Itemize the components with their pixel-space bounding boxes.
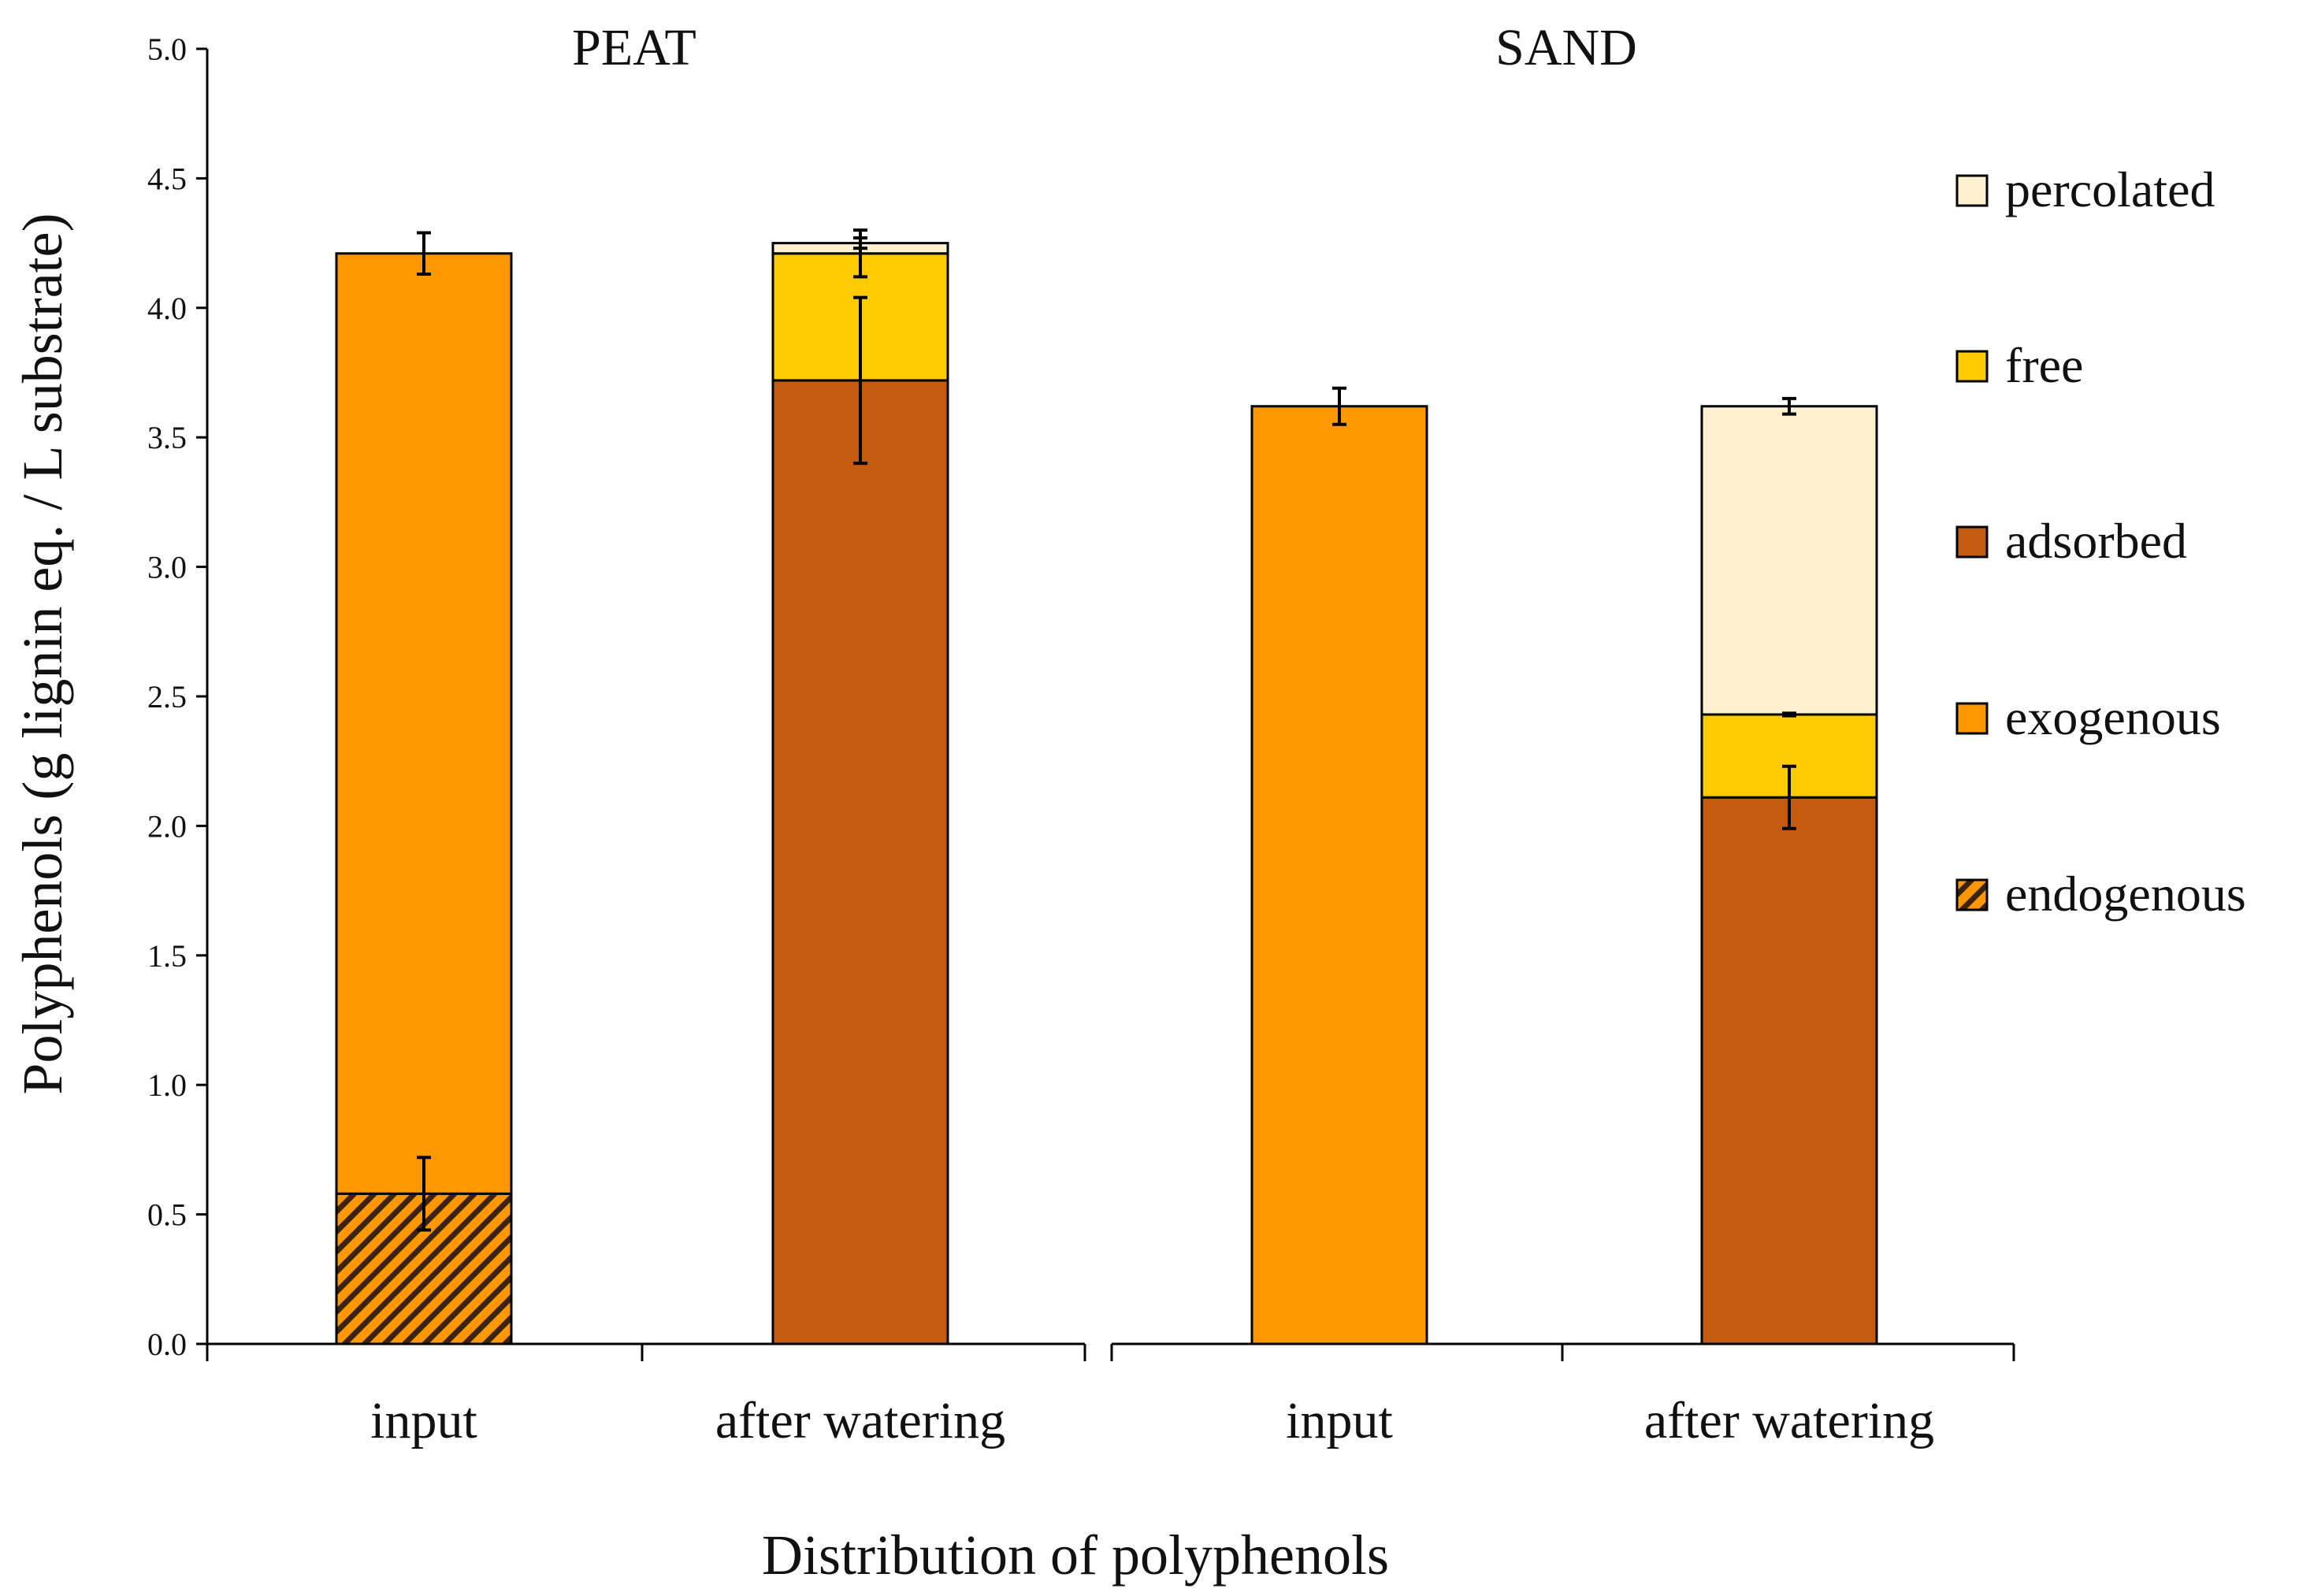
legend-item-free: free xyxy=(1955,337,2083,393)
legend-item-exogenous: exogenous xyxy=(1955,689,2221,745)
y-tick-label: 4.5 xyxy=(147,161,187,196)
legend-label: free xyxy=(2005,337,2083,393)
legend: percolated free adsorbed exogenous endogenou… xyxy=(1955,161,2246,922)
group-label: PEAT xyxy=(572,19,696,76)
legend-swatch xyxy=(1955,174,1989,207)
y-tick-label: 0.5 xyxy=(147,1197,187,1233)
error-bar xyxy=(417,1156,431,1232)
category-label: after watering xyxy=(1644,1392,1934,1449)
y-tick-label: 1.5 xyxy=(147,938,187,974)
y-tick-label: 3.0 xyxy=(147,550,187,585)
x-axis-label: Distribution of polyphenols xyxy=(762,1524,1389,1587)
group-label: SAND xyxy=(1495,19,1637,76)
legend-item-percolated: percolated xyxy=(1955,161,2215,217)
y-tick-label: 2.5 xyxy=(147,679,187,714)
bar-segment-adsorbed xyxy=(771,379,949,1345)
legend-swatch xyxy=(1955,525,1989,559)
legend-swatch xyxy=(1955,350,1989,383)
bar-segment-exogenous xyxy=(335,252,513,1195)
legend-label: percolated xyxy=(2005,161,2215,217)
y-tick-label: 2.0 xyxy=(147,808,187,844)
error-bar xyxy=(417,231,431,277)
y-tick-label: 3.5 xyxy=(147,420,187,455)
y-tick-label: 4.0 xyxy=(147,291,187,326)
bar-segment-percolated xyxy=(1700,405,1878,716)
legend-swatch xyxy=(1955,878,1989,911)
category-label: input xyxy=(1286,1392,1393,1449)
error-bar xyxy=(853,295,867,466)
legend-label: adsorbed xyxy=(2005,513,2187,569)
legend-item-adsorbed: adsorbed xyxy=(1955,513,2187,569)
y-axis-label: Polyphenols (g lignin eq. / L substrate) xyxy=(11,213,74,1094)
error-bar xyxy=(1782,764,1796,830)
bar-segment-adsorbed xyxy=(1700,796,1878,1345)
y-tick-label: 5.0 xyxy=(147,32,187,67)
legend-label: exogenous xyxy=(2005,689,2221,745)
error-bar xyxy=(853,236,867,251)
category-label: input xyxy=(370,1392,477,1449)
bar-segment-exogenous xyxy=(1250,405,1428,1345)
error-bar xyxy=(1782,396,1796,416)
legend-swatch xyxy=(1955,702,1989,735)
legend-item-endogenous: endogenous xyxy=(1955,866,2246,922)
y-axis: 0.0 0.5 1.0 1.5 2.0 2.5 3.0 3.5 4.0 4.5 5.0 xyxy=(147,32,209,1362)
x-axis: PEAT input after watering SAND input after wa… xyxy=(206,19,2015,1449)
error-bar xyxy=(1782,711,1796,718)
bars xyxy=(335,228,1878,1345)
category-label: after watering xyxy=(715,1392,1005,1449)
y-tick-label: 1.0 xyxy=(147,1067,187,1103)
y-tick-label: 0.0 xyxy=(147,1327,187,1362)
legend-label: endogenous xyxy=(2005,866,2246,922)
error-bar xyxy=(1332,386,1346,426)
